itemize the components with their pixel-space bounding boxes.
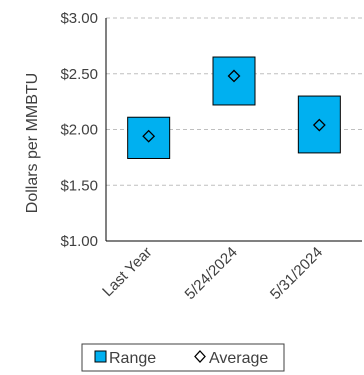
legend-frame <box>81 343 285 372</box>
y-tick-label: $2.00 <box>60 122 98 139</box>
y-axis-label: Dollars per MMBTU <box>24 73 41 213</box>
legend-average-marker <box>194 350 206 363</box>
x-tick-label: Last Year <box>99 244 155 300</box>
range-box <box>297 95 341 154</box>
y-tick-label: $2.50 <box>60 66 98 83</box>
x-tick-label: 5/24/2024 <box>182 244 241 303</box>
legend-range-label: Range <box>109 350 156 367</box>
y-tick-label: $1.50 <box>60 177 98 194</box>
legend-range-swatch <box>94 350 107 363</box>
y-tick-label: $3.00 <box>60 10 98 27</box>
average-marker <box>227 69 241 83</box>
x-tick-labels: Last Year 5/24/2024 5/31/2024 <box>99 244 326 303</box>
legend-average-label: Average <box>209 350 268 367</box>
y-tick-label: $1.00 <box>60 233 98 250</box>
y-tick-labels: $1.00 $1.50 $2.00 $2.50 $3.00 <box>60 10 98 250</box>
average-marker <box>312 118 326 132</box>
range-box <box>212 56 256 106</box>
legend: Range Average <box>81 343 285 372</box>
axes <box>105 18 362 242</box>
average-marker <box>142 129 156 143</box>
average-markers <box>142 69 326 143</box>
range-box <box>127 116 171 159</box>
range-boxes <box>127 56 341 159</box>
x-tick-label: 5/31/2024 <box>267 244 326 303</box>
